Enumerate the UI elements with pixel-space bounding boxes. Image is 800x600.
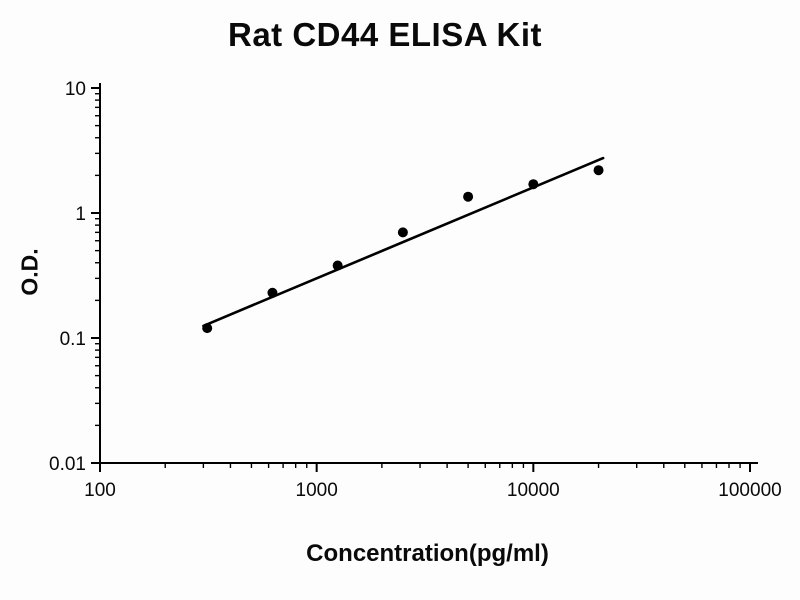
x-tick-label: 100 (84, 480, 116, 501)
fit-line (202, 156, 605, 328)
x-tick-label: 1000 (296, 480, 338, 501)
data-point (528, 179, 539, 190)
data-point (463, 191, 474, 202)
x-tick-label: 100000 (718, 480, 781, 501)
y-tick-label: 0.1 (60, 329, 86, 350)
x-axis-label: Concentration(pg/ml) (306, 540, 549, 567)
y-tick-label: 10 (65, 79, 86, 100)
y-tick-label: 0.01 (49, 454, 86, 475)
data-point (332, 260, 343, 271)
y-tick-label: 1 (75, 204, 86, 225)
chart-title: Rat CD44 ELISA Kit (228, 16, 542, 53)
data-point (202, 323, 213, 334)
data-point (397, 227, 408, 238)
data-point (593, 165, 604, 176)
x-tick-label: 10000 (507, 480, 560, 501)
data-point (267, 287, 278, 298)
